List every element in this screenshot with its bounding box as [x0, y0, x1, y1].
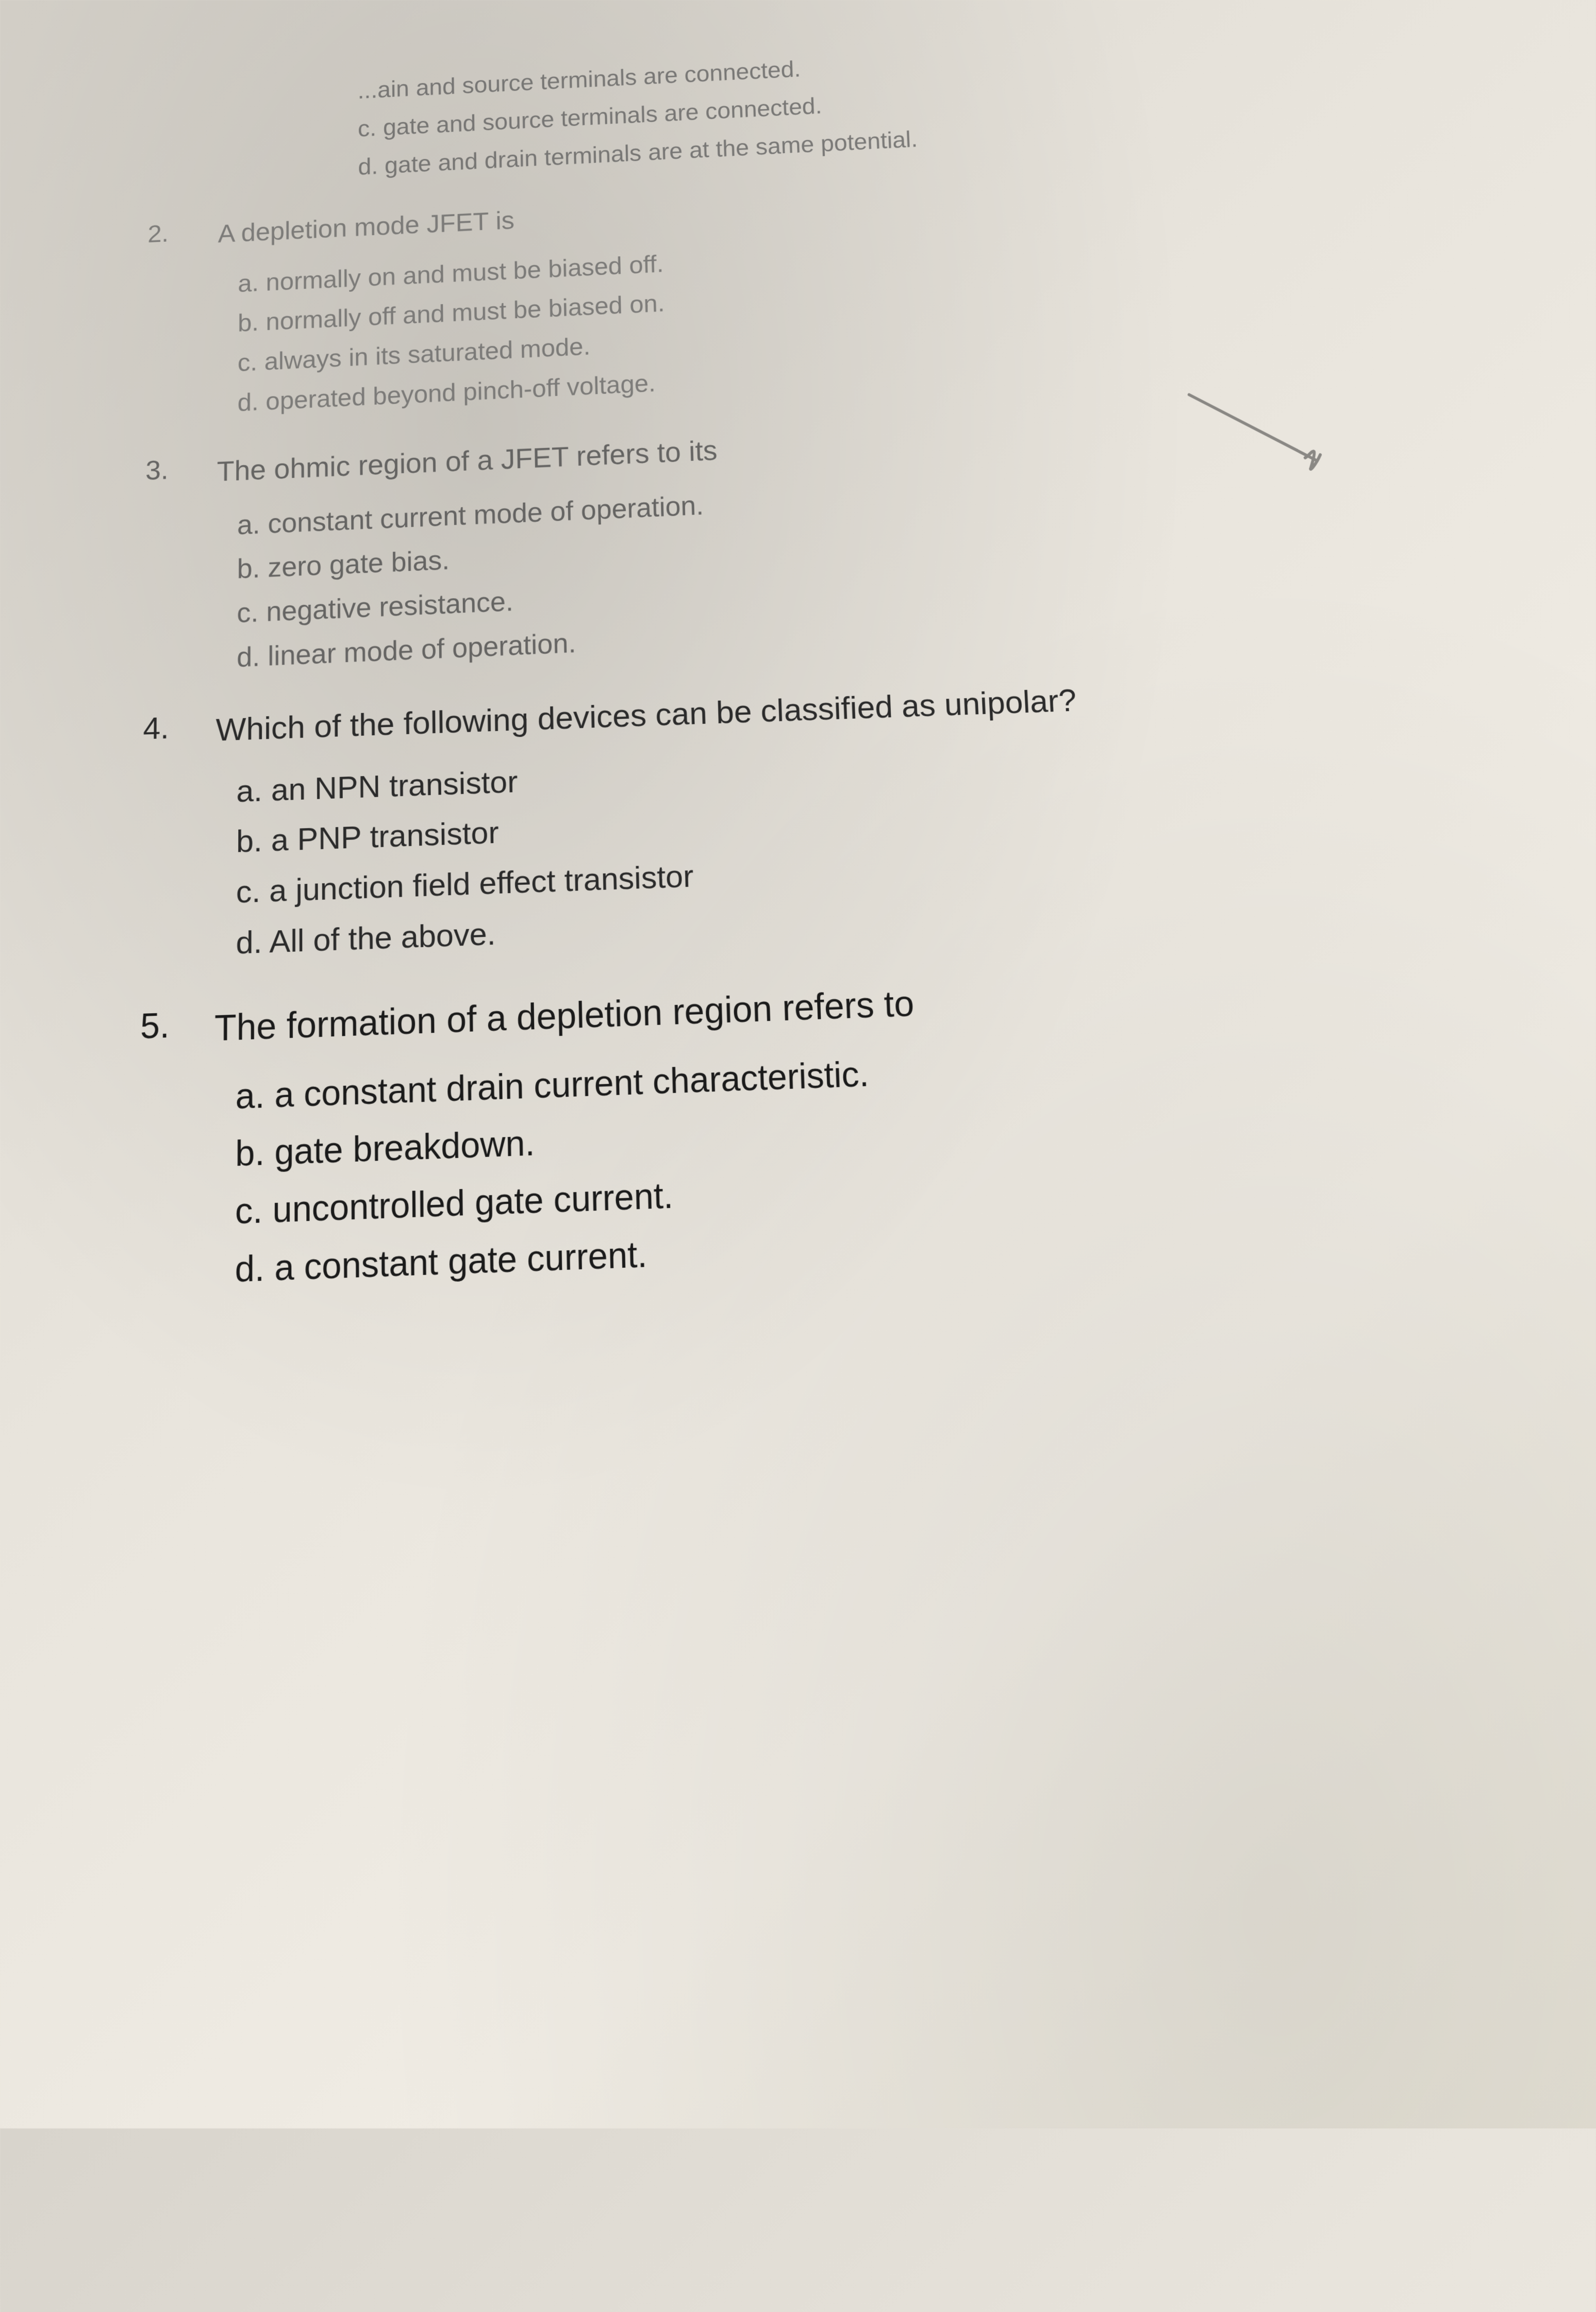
partial-question-1-options: ...ain and source terminals are connecte… [358, 21, 1452, 185]
question-options: a. constant current mode of operation. b… [237, 452, 1492, 679]
question-number: 2. [147, 217, 218, 249]
question-content: The formation of a depletion region refe… [213, 957, 1544, 1301]
question-4: 4. Which of the following devices can be… [141, 664, 1517, 973]
question-number: 4. [143, 708, 215, 747]
question-options: a. a constant drain current characterist… [235, 1024, 1544, 1297]
question-number: 5. [140, 1003, 214, 1046]
question-options: a. an NPN transistor b. a PNP transistor… [236, 724, 1517, 967]
question-5: 5. The formation of a depletion region r… [138, 957, 1544, 1304]
question-number: 3. [145, 452, 217, 486]
handwritten-mark-icon [1178, 379, 1368, 484]
question-content: Which of the following devices can be cl… [214, 664, 1517, 971]
document-page: ...ain and source terminals are connecte… [0, 7, 1596, 2312]
